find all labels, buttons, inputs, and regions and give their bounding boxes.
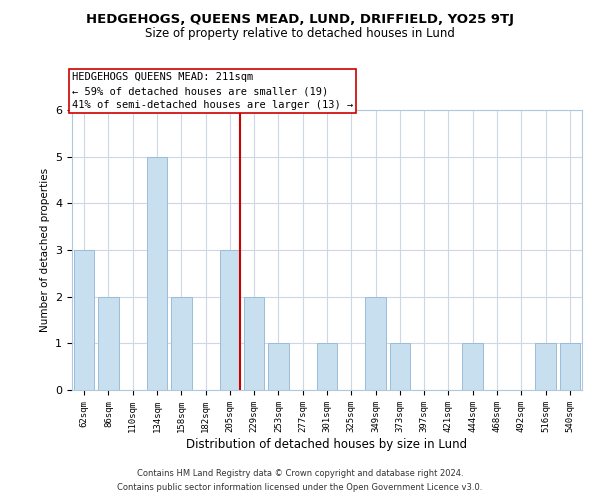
Bar [74, 250, 94, 390]
Bar [244, 296, 265, 390]
Bar [535, 344, 556, 390]
Bar [317, 344, 337, 390]
Bar [560, 344, 580, 390]
Bar [146, 156, 167, 390]
Bar [463, 344, 483, 390]
X-axis label: Distribution of detached houses by size in Lund: Distribution of detached houses by size … [187, 438, 467, 450]
Bar [268, 344, 289, 390]
Bar [171, 296, 191, 390]
Bar [389, 344, 410, 390]
Bar [98, 296, 119, 390]
Bar [220, 250, 240, 390]
Y-axis label: Number of detached properties: Number of detached properties [40, 168, 50, 332]
Bar [365, 296, 386, 390]
Text: Contains HM Land Registry data © Crown copyright and database right 2024.: Contains HM Land Registry data © Crown c… [137, 468, 463, 477]
Text: HEDGEHOGS QUEENS MEAD: 211sqm
← 59% of detached houses are smaller (19)
41% of s: HEDGEHOGS QUEENS MEAD: 211sqm ← 59% of d… [72, 72, 353, 110]
Text: Contains public sector information licensed under the Open Government Licence v3: Contains public sector information licen… [118, 484, 482, 492]
Text: Size of property relative to detached houses in Lund: Size of property relative to detached ho… [145, 28, 455, 40]
Text: HEDGEHOGS, QUEENS MEAD, LUND, DRIFFIELD, YO25 9TJ: HEDGEHOGS, QUEENS MEAD, LUND, DRIFFIELD,… [86, 12, 514, 26]
